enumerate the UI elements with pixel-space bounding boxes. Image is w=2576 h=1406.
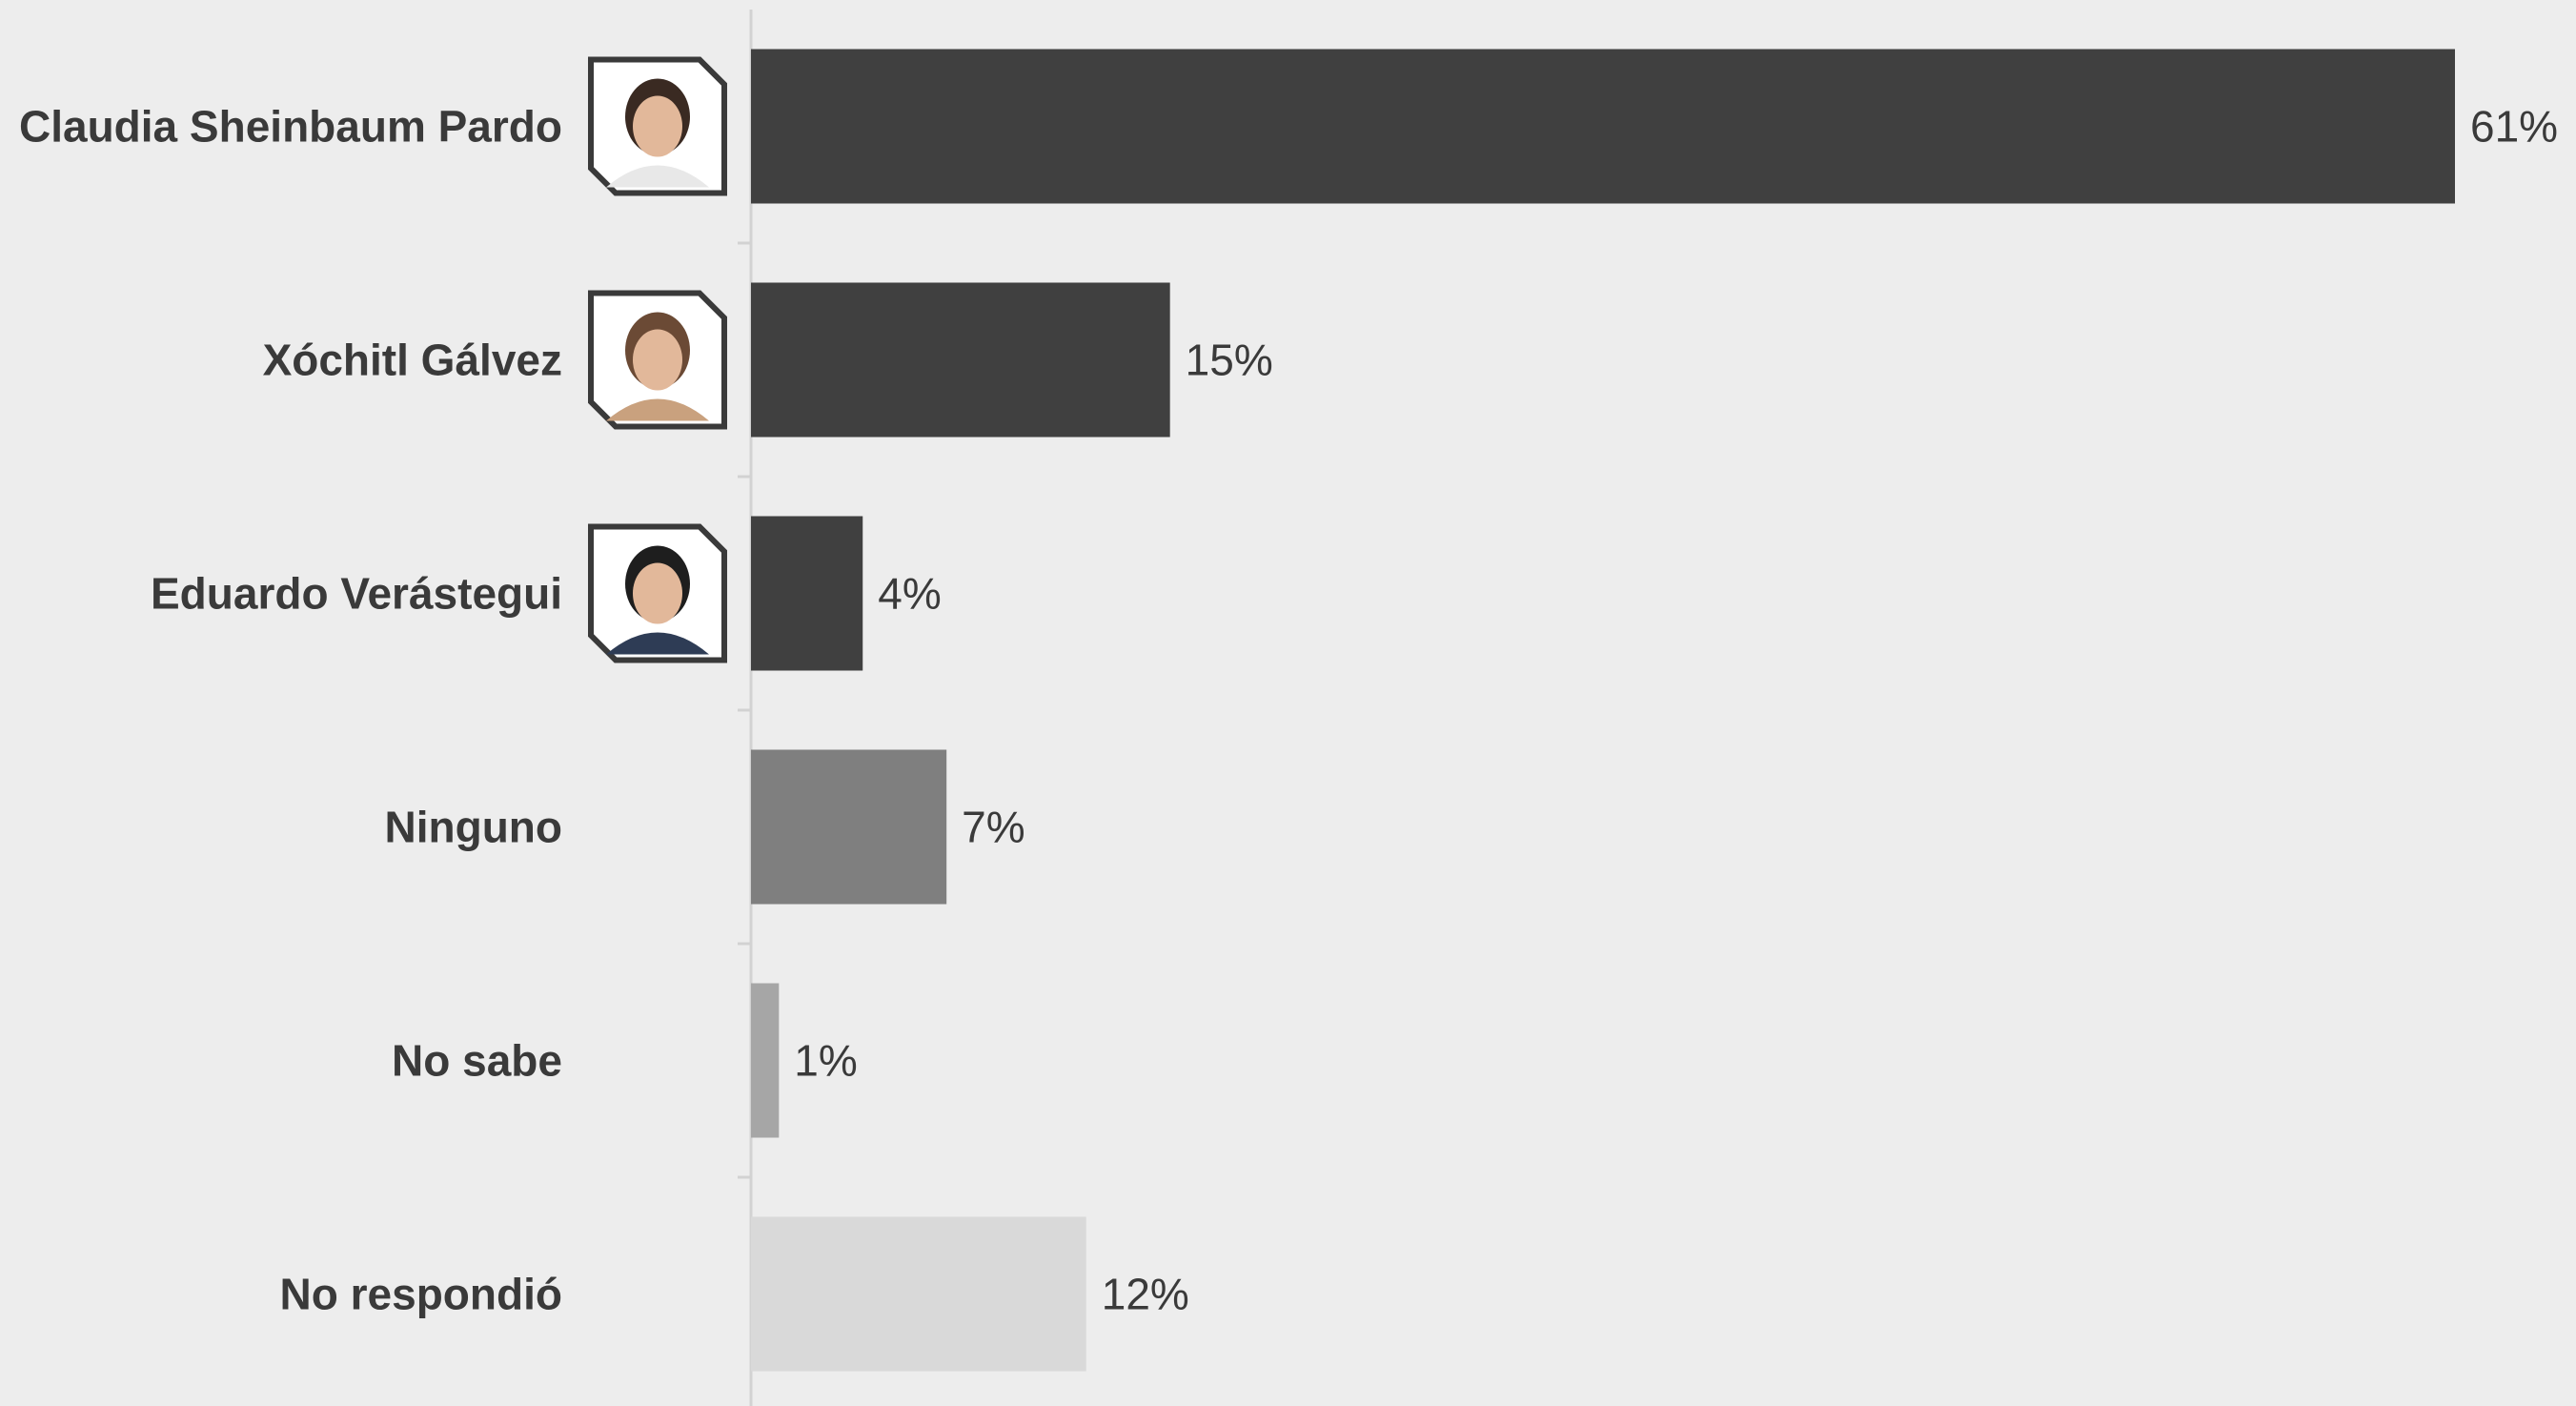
- value-label-ninguno: 7%: [962, 803, 1024, 852]
- category-label-no-respondio: No respondió: [280, 1270, 562, 1319]
- category-axis-ticks: [738, 241, 751, 1179]
- candidate-photo-icon: [588, 523, 727, 663]
- category-label-eduardo-verastegui: Eduardo Verástegui: [151, 569, 562, 619]
- value-labels: 61% 15% 4% 7% 1% 12%: [794, 102, 2558, 1319]
- value-label-xochitl-galvez: 15%: [1186, 336, 1273, 385]
- bars-group: [751, 49, 2455, 1372]
- category-label-ninguno: Ninguno: [385, 803, 563, 852]
- value-label-claudia-sheinbaum-pardo: 61%: [2470, 102, 2558, 152]
- category-labels: Claudia Sheinbaum Pardo Xóchitl Gálvez Edu…: [19, 102, 562, 1319]
- value-label-eduardo-verastegui: 4%: [878, 569, 941, 619]
- category-label-no-sabe: No sabe: [392, 1036, 562, 1086]
- value-label-no-sabe: 1%: [794, 1036, 857, 1086]
- category-label-claudia-sheinbaum-pardo: Claudia Sheinbaum Pardo: [19, 102, 562, 152]
- bar-no-sabe: [751, 983, 780, 1138]
- bar-xochitl-galvez: [751, 282, 1170, 438]
- value-label-no-respondio: 12%: [1102, 1270, 1189, 1319]
- candidate-photo-icon: [588, 290, 727, 430]
- candidate-photos: [588, 56, 727, 663]
- bar-no-respondio: [751, 1216, 1086, 1372]
- bar-eduardo-verastegui: [751, 516, 863, 671]
- bar-claudia-sheinbaum-pardo: [751, 49, 2455, 204]
- category-label-xochitl-galvez: Xóchitl Gálvez: [263, 336, 562, 385]
- bar-ninguno: [751, 749, 947, 905]
- candidate-photo-icon: [588, 56, 727, 196]
